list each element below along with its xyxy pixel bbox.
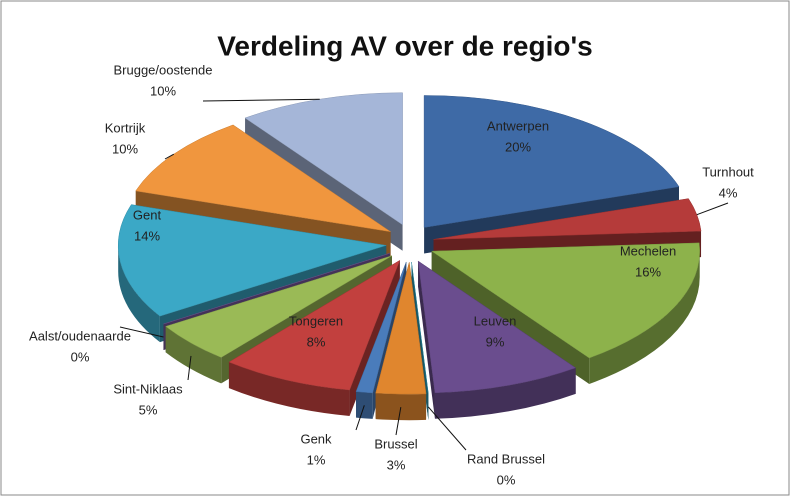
leader-line bbox=[355, 405, 365, 431]
slice-value-label: 0% bbox=[497, 472, 516, 487]
leader-line bbox=[395, 407, 402, 436]
slice-outer-side bbox=[228, 362, 350, 417]
slice-label: Aalst/oudenaarde bbox=[29, 328, 131, 343]
slice-radial-side bbox=[418, 261, 435, 419]
slice-top bbox=[228, 259, 401, 391]
slice-label: Kortrijk bbox=[105, 120, 146, 135]
slice bbox=[417, 260, 577, 419]
slice-value-label: 5% bbox=[139, 402, 158, 417]
slice-top bbox=[135, 124, 391, 232]
leader-line bbox=[202, 98, 320, 102]
slice-top bbox=[423, 95, 680, 228]
slice-value-label: 10% bbox=[112, 141, 138, 156]
slice-label: Brugge/oostende bbox=[113, 62, 212, 77]
slice-label: Tongeren bbox=[289, 313, 343, 328]
slice-top bbox=[244, 92, 403, 226]
slice-label: Brussel bbox=[374, 436, 417, 451]
slice-label: Genk bbox=[300, 431, 332, 446]
slice-top bbox=[417, 260, 577, 394]
slice-label: Turnhout bbox=[702, 164, 754, 179]
chart-title: Verdeling AV over de regio's bbox=[217, 30, 592, 61]
slice-label: Rand Brussel bbox=[467, 451, 545, 466]
slice-top bbox=[117, 204, 387, 317]
slice-outer-side bbox=[118, 245, 160, 343]
slice-label: Leuven bbox=[474, 313, 517, 328]
slice-label: Mechelen bbox=[620, 243, 676, 258]
slice-value-label: 10% bbox=[150, 83, 176, 98]
slice-outer-side bbox=[375, 393, 427, 421]
slice-value-label: 16% bbox=[635, 264, 661, 279]
leader-line bbox=[164, 153, 175, 160]
slice-outer-side bbox=[356, 391, 373, 419]
slice-label: Antwerpen bbox=[487, 118, 549, 133]
slice-top bbox=[165, 255, 393, 358]
slice-label: Gent bbox=[133, 207, 162, 222]
slice-outer-side bbox=[165, 326, 222, 384]
slice-value-label: 3% bbox=[387, 457, 406, 472]
slice bbox=[375, 262, 427, 421]
slice bbox=[228, 259, 401, 417]
leader-line bbox=[187, 355, 192, 381]
slice-value-label: 8% bbox=[307, 334, 326, 349]
leader-line bbox=[696, 202, 729, 216]
slice-value-label: 1% bbox=[307, 452, 326, 467]
slice-outer-side bbox=[434, 367, 576, 419]
slice-top bbox=[375, 262, 427, 395]
slice-top bbox=[430, 242, 700, 359]
leader-line bbox=[427, 406, 467, 451]
slice-top bbox=[433, 198, 702, 240]
slice-label: Sint-Niklaas bbox=[113, 381, 183, 396]
slice-outer-side bbox=[589, 251, 700, 384]
slice-value-label: 9% bbox=[486, 334, 505, 349]
leader-line bbox=[119, 326, 164, 338]
slice-value-label: 0% bbox=[71, 349, 90, 364]
slice-value-label: 14% bbox=[134, 228, 160, 243]
slice-value-label: 4% bbox=[719, 185, 738, 200]
slice-value-label: 20% bbox=[505, 139, 531, 154]
slice-top bbox=[355, 261, 407, 394]
